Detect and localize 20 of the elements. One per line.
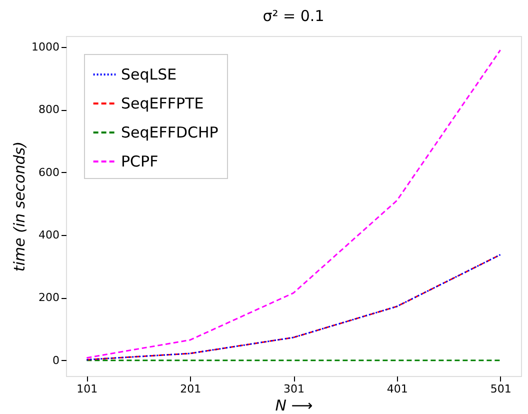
legend-label: PCPF: [121, 152, 158, 170]
x-axis-title: N ⟶: [275, 396, 313, 414]
y-tick-label: 0: [52, 354, 60, 367]
x-tick-label: 501: [490, 382, 512, 396]
y-tick-label: 600: [38, 166, 60, 179]
x-tick-label: 201: [180, 382, 202, 396]
y-tick-label: 800: [38, 103, 60, 116]
x-tick-label: 401: [386, 382, 408, 396]
legend-label: SeqEFFPTE: [121, 94, 204, 112]
line-series: [86, 254, 502, 360]
y-axis-title: time (in seconds): [10, 141, 29, 272]
legend-label: SeqLSE: [121, 66, 177, 84]
x-tick-label: 101: [76, 382, 98, 396]
line-series: [86, 49, 502, 359]
y-tick-label: 200: [38, 291, 60, 304]
x-tick-label: 301: [284, 382, 304, 396]
chart-title: σ² = 0.1: [262, 7, 324, 25]
y-tick-label: 1000: [32, 40, 60, 54]
y-tick-label: 400: [38, 228, 60, 242]
legend-label: SeqEFFDCHP: [121, 124, 218, 142]
